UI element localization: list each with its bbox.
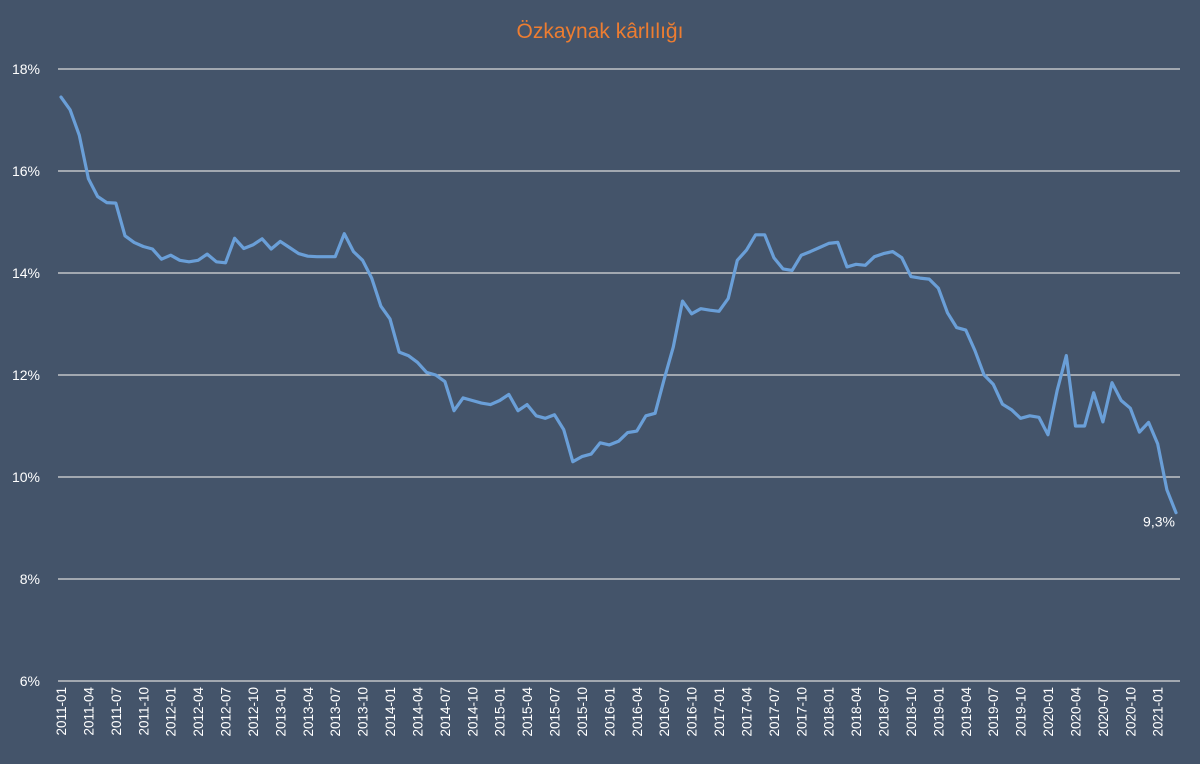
x-tick-label: 2012-01 bbox=[164, 687, 179, 737]
x-tick-label: 2012-04 bbox=[191, 687, 206, 737]
x-tick-label: 2019-07 bbox=[986, 687, 1001, 737]
x-tick-label: 2016-07 bbox=[657, 687, 672, 737]
last-value-data-label: 9,3% bbox=[1143, 514, 1175, 530]
x-tick-label: 2011-10 bbox=[136, 687, 151, 736]
y-tick-label: 14% bbox=[12, 265, 40, 281]
y-tick-label: 10% bbox=[12, 469, 40, 485]
y-tick-label: 6% bbox=[20, 673, 40, 689]
x-tick-label: 2018-01 bbox=[822, 687, 837, 737]
x-tick-label: 2015-07 bbox=[548, 687, 563, 737]
series-line bbox=[59, 95, 1178, 515]
x-tick-label: 2012-07 bbox=[219, 687, 234, 737]
x-tick-label: 2018-10 bbox=[904, 687, 919, 737]
x-tick-label: 2014-01 bbox=[383, 687, 398, 737]
x-tick-label: 2014-07 bbox=[438, 687, 453, 737]
x-tick-label: 2020-07 bbox=[1096, 687, 1111, 737]
x-tick-label: 2017-04 bbox=[739, 687, 754, 737]
x-tick-label: 2013-10 bbox=[356, 687, 371, 737]
x-tick-label: 2018-07 bbox=[877, 687, 892, 737]
series-group bbox=[59, 95, 1178, 515]
y-axis-tick-labels: 6% 8% 10% 12% 14% 16% 18% bbox=[12, 61, 40, 689]
x-tick-label: 2018-04 bbox=[849, 687, 864, 737]
x-tick-label: 2012-10 bbox=[246, 687, 261, 737]
x-tick-label: 2017-01 bbox=[712, 687, 727, 737]
x-tick-label: 2016-01 bbox=[602, 687, 617, 737]
x-axis-tick-labels: 2011-01 2011-04 2011-07 2011-10 2012-01 2012-… bbox=[54, 687, 1166, 737]
x-tick-label: 2011-01 bbox=[54, 687, 69, 736]
x-tick-label: 2016-10 bbox=[685, 687, 700, 737]
x-tick-label: 2017-10 bbox=[794, 687, 809, 737]
x-tick-label: 2020-04 bbox=[1068, 687, 1083, 737]
y-tick-label: 12% bbox=[12, 367, 40, 383]
x-tick-label: 2013-04 bbox=[301, 687, 316, 737]
x-tick-label: 2013-01 bbox=[273, 687, 288, 737]
x-tick-label: 2020-10 bbox=[1123, 687, 1138, 737]
x-tick-label: 2015-10 bbox=[575, 687, 590, 737]
y-tick-label: 18% bbox=[12, 61, 40, 77]
x-tick-label: 2013-07 bbox=[328, 687, 343, 737]
x-tick-label: 2019-04 bbox=[959, 687, 974, 737]
x-tick-label: 2014-04 bbox=[410, 687, 425, 737]
x-tick-label: 2020-01 bbox=[1041, 687, 1056, 737]
x-tick-label: 2015-04 bbox=[520, 687, 535, 737]
x-tick-label: 2017-07 bbox=[767, 687, 782, 737]
x-tick-label: 2011-04 bbox=[81, 687, 96, 736]
chart-title: Özkaynak kârlılığı bbox=[517, 20, 684, 43]
x-tick-label: 2016-04 bbox=[630, 687, 645, 737]
x-tick-label: 2011-07 bbox=[109, 687, 124, 736]
gridlines bbox=[58, 68, 1180, 682]
x-tick-label: 2019-01 bbox=[931, 687, 946, 737]
x-tick-label: 2014-10 bbox=[465, 687, 480, 737]
y-tick-label: 16% bbox=[12, 163, 40, 179]
y-tick-label: 8% bbox=[20, 571, 40, 587]
x-tick-label: 2019-10 bbox=[1014, 687, 1029, 737]
x-tick-label: 2015-01 bbox=[493, 687, 508, 737]
x-tick-label: 2021-01 bbox=[1151, 687, 1166, 737]
